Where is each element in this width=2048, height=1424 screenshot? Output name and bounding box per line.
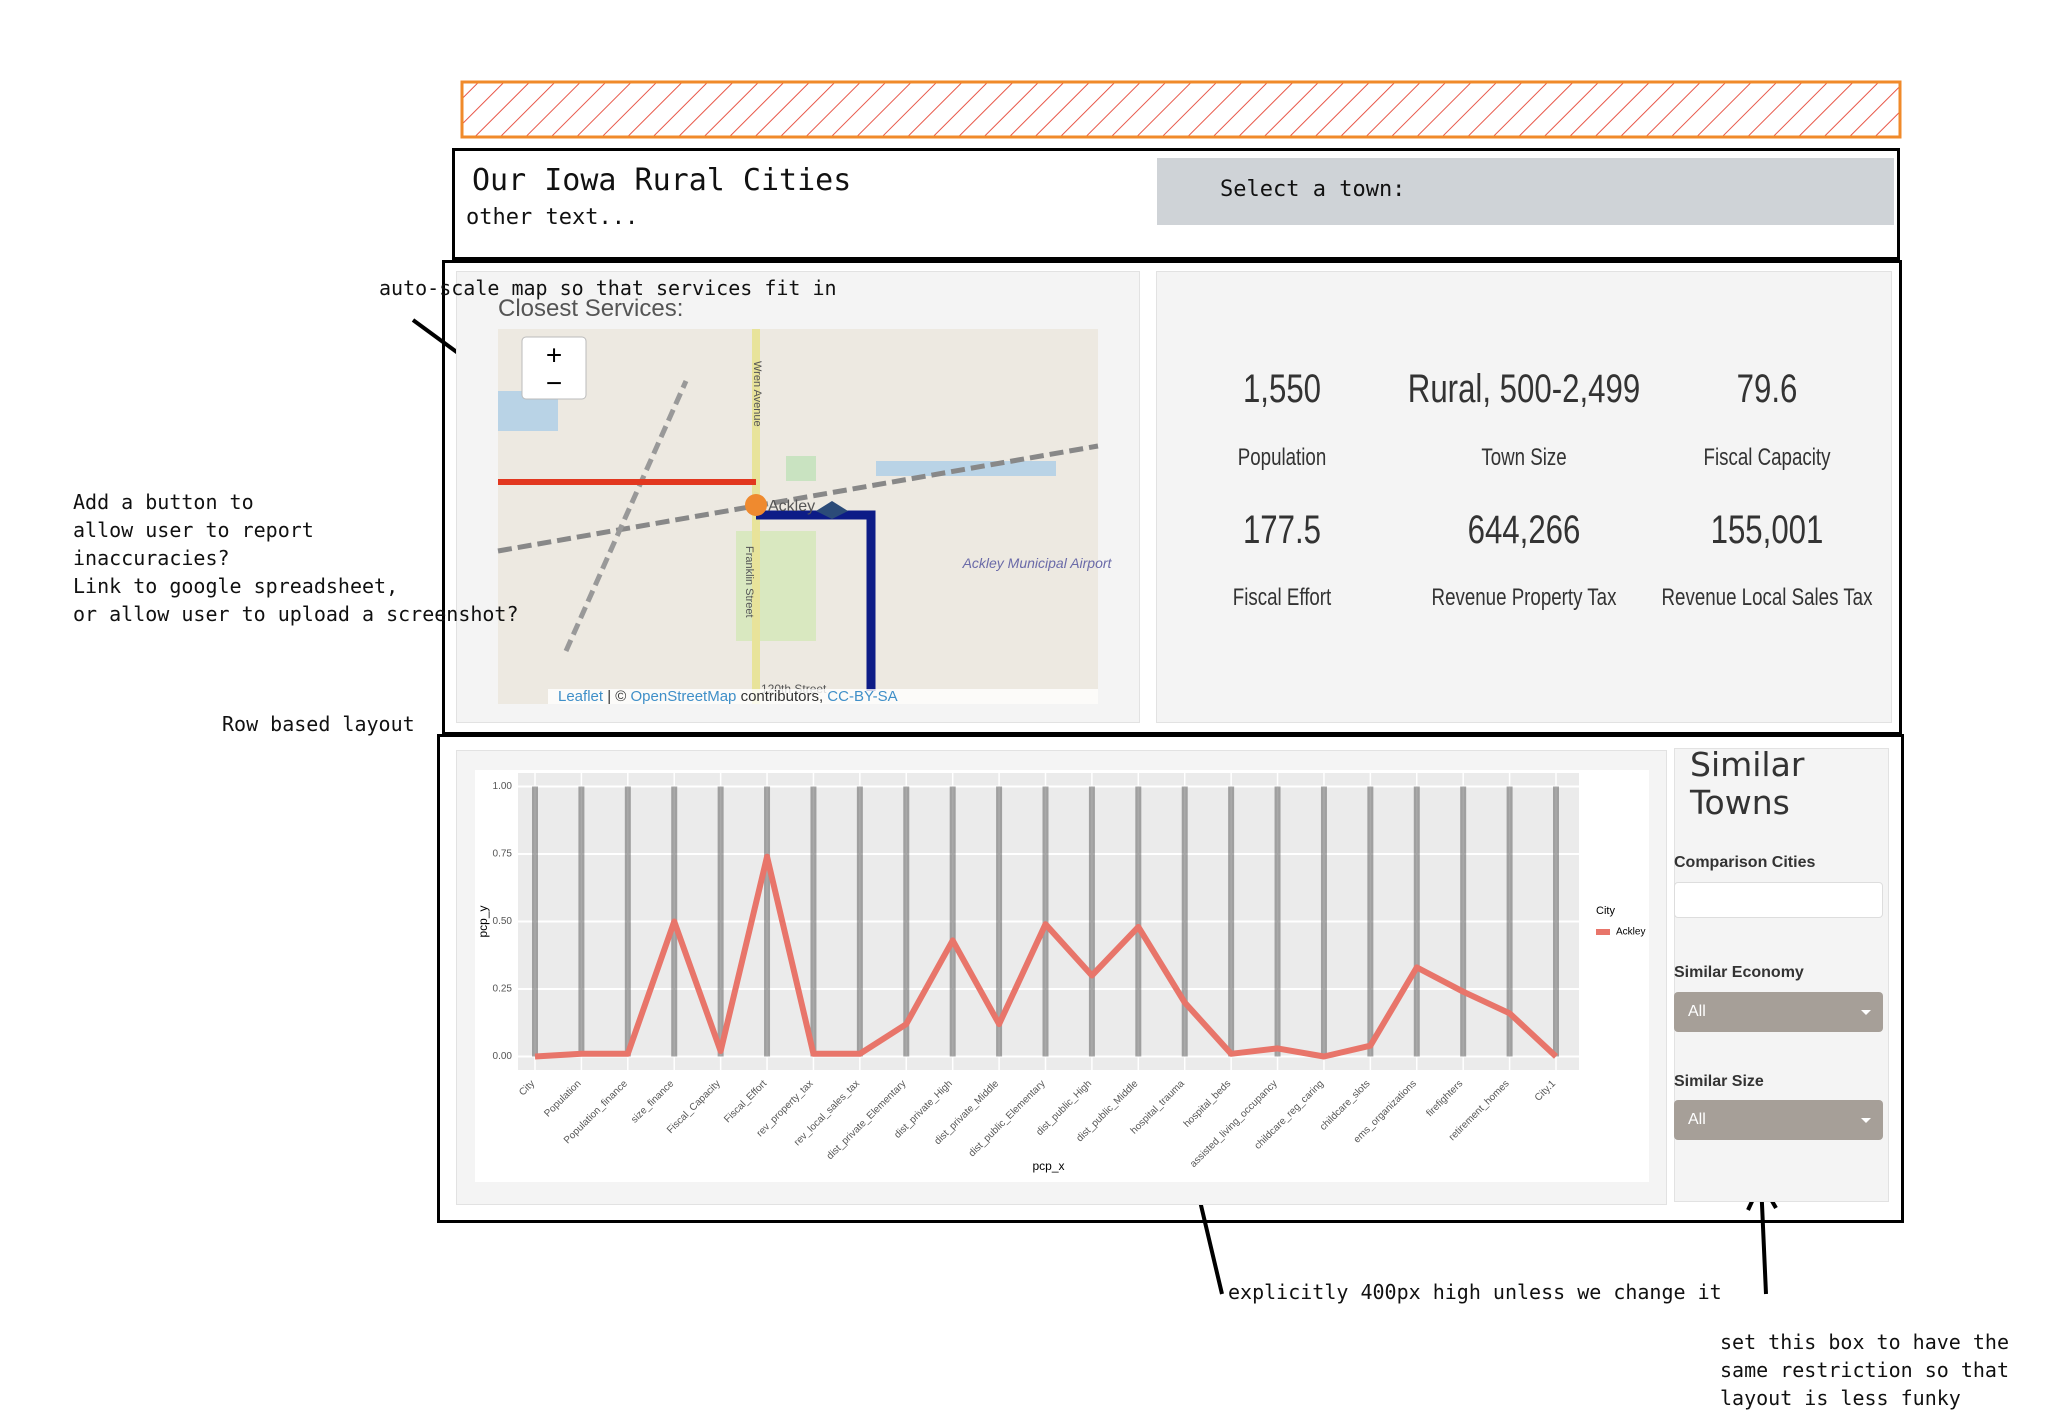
y-tick-label: 0.75 (493, 849, 513, 860)
header-box (452, 148, 1900, 260)
economy-select[interactable]: All (1674, 992, 1883, 1032)
note-line: allow user to report (73, 518, 314, 542)
street-label-2: Franklin Street (743, 546, 755, 618)
x-axis-title: pcp_x (1032, 1159, 1064, 1173)
note-line: Add a button to (73, 490, 254, 514)
stats-panel: 1,550 Population Rural, 500-2,499 Town Size… (1156, 271, 1892, 723)
y-tick-label: 1.00 (493, 781, 513, 792)
airport-label: Ackley Municipal Airport (962, 556, 1112, 571)
attr-license[interactable]: CC-BY-SA (827, 688, 897, 705)
stat-label: Fiscal Capacity (1703, 444, 1831, 471)
middle-row (442, 260, 1902, 735)
map-features (497, 329, 1099, 704)
subtitle: other text... (466, 205, 639, 230)
attr-text: contributors, (736, 688, 827, 705)
map: Closest Services: + − Wren Avenue Ackley… (497, 295, 1112, 705)
stat-label: Revenue Local Sales Tax (1661, 584, 1873, 611)
map-title: Closest Services: (498, 295, 683, 322)
zoom-out[interactable]: − (546, 367, 562, 398)
sidebar-title: Similar Towns (1690, 745, 1805, 822)
report-note: Add a button to allow user to report inacc… (73, 488, 519, 628)
row-note: Row based layout (222, 712, 415, 736)
town-select[interactable] (1157, 158, 1894, 225)
attr-osm[interactable]: OpenStreetMap (631, 688, 737, 705)
attr-leaflet[interactable]: Leaflet (558, 688, 604, 705)
attribution: Leaflet | © OpenStreetMap contributors, … (558, 688, 898, 705)
legend-title: City (1596, 905, 1615, 917)
stat-label: Revenue Property Tax (1431, 584, 1617, 611)
stat-value: 177.5 (1242, 508, 1322, 552)
stat-value: 644,266 (1467, 508, 1581, 552)
y-tick-label: 0.00 (493, 1051, 513, 1062)
map-note: auto-scale map so that services fit in (379, 276, 837, 300)
note-line: same restriction so that (1720, 1358, 2009, 1382)
hatched-banner (460, 80, 1902, 139)
stat-value: 155,001 (1710, 508, 1824, 552)
height-note: explicitly 400px high unless we change i… (1228, 1280, 1722, 1304)
stat-label: Population (1237, 444, 1327, 471)
town-label: Ackley (768, 498, 815, 515)
select-label: Select a town: (1220, 177, 1406, 202)
street-label: Wren Avenue (751, 361, 763, 427)
comparison-label: Comparison Cities (1674, 854, 1816, 871)
stat-label: Fiscal Effort (1232, 584, 1332, 611)
y-tick-label: 0.50 (493, 916, 513, 927)
note-line: inaccuracies? (73, 546, 230, 570)
zoom-control[interactable] (521, 336, 587, 400)
economy-label: Similar Economy (1674, 964, 1804, 981)
comparison-input[interactable] (1674, 882, 1883, 918)
note-line: or allow user to upload a screenshot? (73, 602, 519, 626)
attribution-bg (548, 689, 1098, 704)
zoom-in[interactable]: + (546, 339, 562, 370)
note-line: set this box to have the (1720, 1330, 2009, 1354)
series-line (534, 853, 1559, 1060)
legend-label: Ackley (1616, 927, 1645, 938)
airport-label-wrap: Ackley Municipal Airport (962, 556, 1112, 571)
size-select[interactable]: All (1674, 1100, 1883, 1140)
sidebar-note: set this box to have the same restriction… (1720, 1328, 2009, 1412)
stat-label: Town Size (1481, 444, 1567, 471)
stat-value: 79.6 (1736, 367, 1798, 411)
y-axis-title: pcp_y (476, 905, 490, 937)
y-tick-label: 0.25 (493, 984, 513, 995)
note-line: Link to google spreadsheet, (73, 574, 399, 598)
note-line: layout is less funky (1720, 1386, 1961, 1410)
stat-value: 1,550 (1242, 367, 1322, 411)
size-label: Similar Size (1674, 1073, 1764, 1090)
bottom-row (437, 734, 1904, 1223)
app-title: Our Iowa Rural Cities (472, 163, 852, 198)
stat-value: Rural, 500-2,499 (1407, 367, 1641, 411)
attr-sep: | © (603, 688, 630, 705)
